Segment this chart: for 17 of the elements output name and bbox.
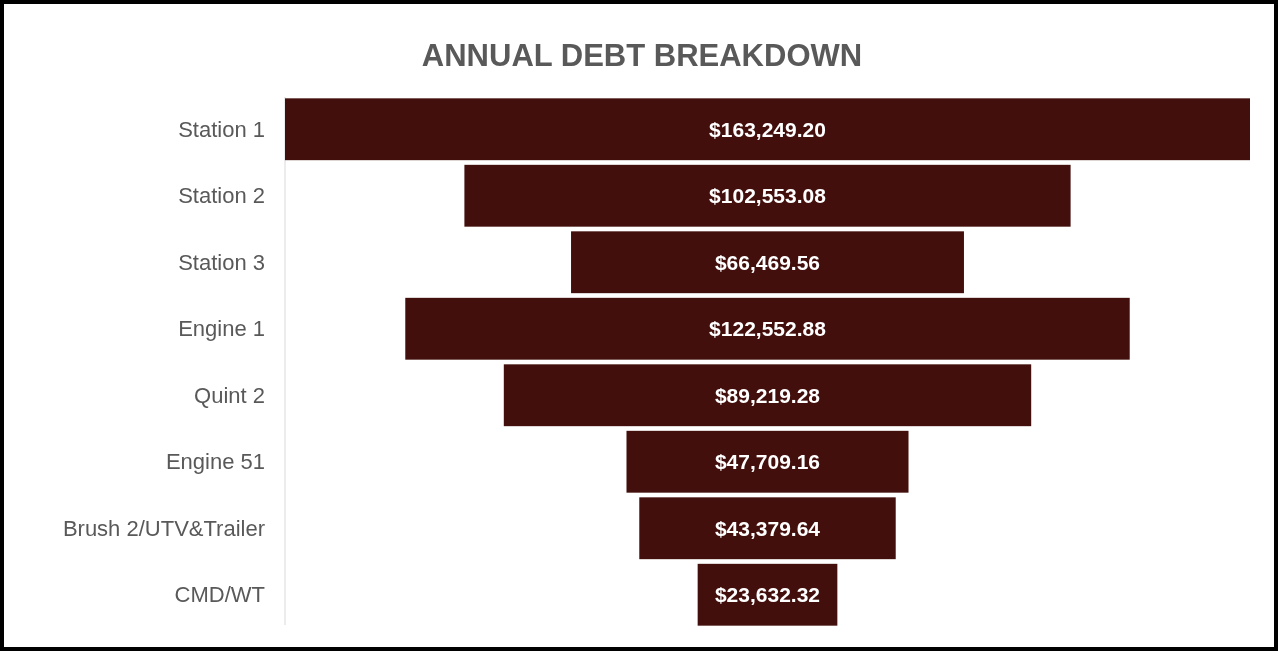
data-label: $47,709.16: [714, 450, 821, 474]
data-label: $122,552.88: [709, 317, 827, 341]
data-label: $43,379.64: [714, 516, 821, 540]
category-label: CMD/WT: [174, 582, 265, 608]
category-label: Brush 2/UTV&Trailer: [62, 515, 265, 541]
data-label: $102,553.08: [709, 184, 827, 208]
category-label: Engine 51: [165, 449, 265, 475]
data-label: $89,219.28: [714, 383, 821, 407]
category-label: Station 2: [178, 183, 265, 209]
data-label: $163,249.20: [709, 117, 826, 141]
category-label: Station 3: [178, 249, 265, 275]
text: ANNUAL DEBT BREAKDOWN: [421, 37, 863, 73]
data-label: $66,469.56: [714, 250, 821, 274]
category-label: Quint 2: [194, 382, 265, 408]
category-label: Engine 1: [178, 316, 265, 342]
category-label: Station 1: [178, 116, 265, 142]
data-label: $23,632.32: [714, 583, 821, 607]
